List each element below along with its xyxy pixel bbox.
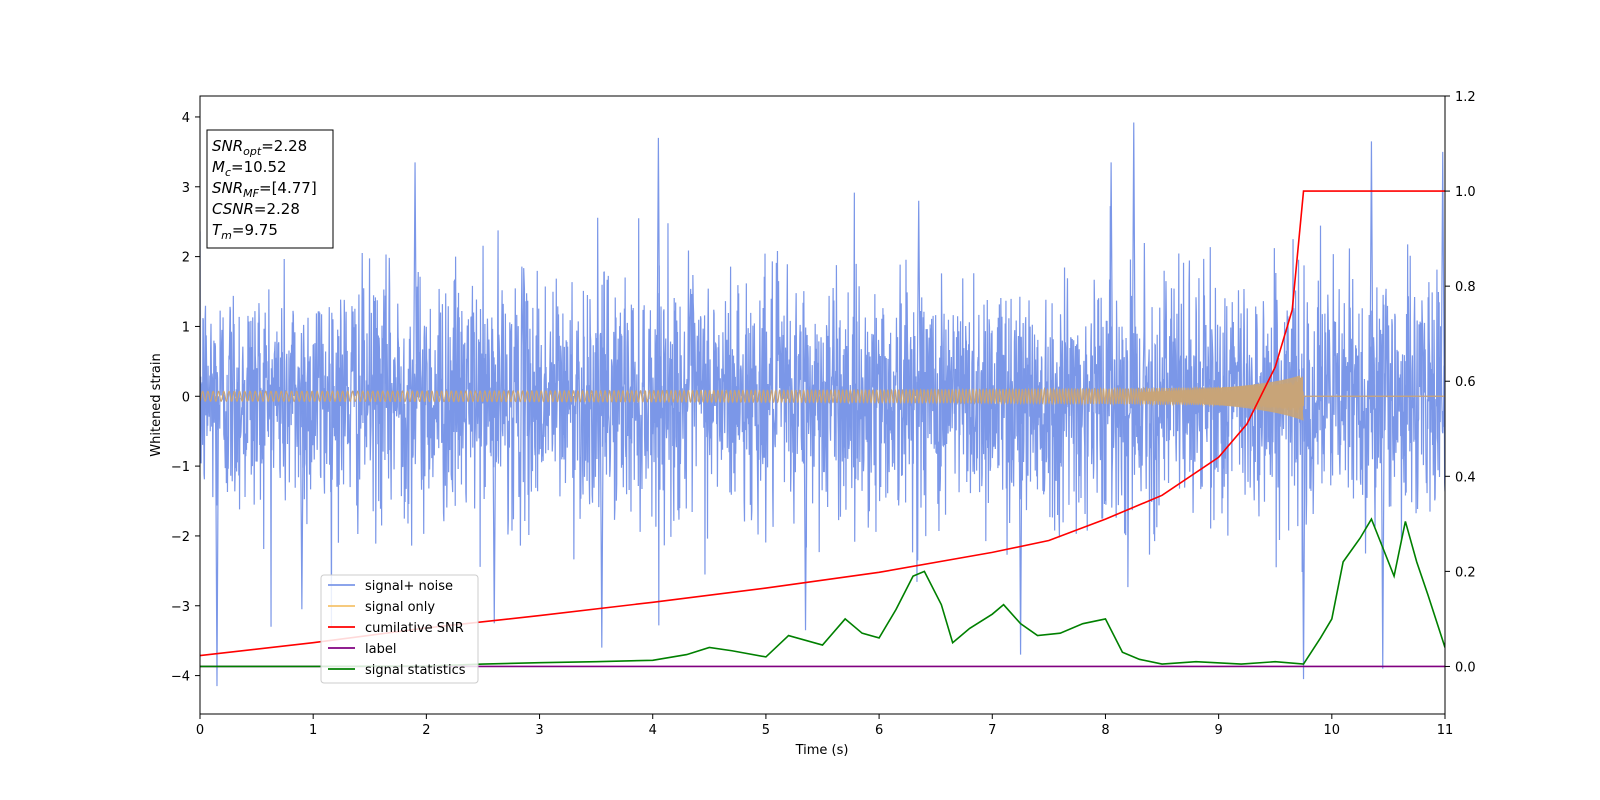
- x-tick-label: 7: [988, 723, 996, 738]
- y-tick-label: 3: [182, 181, 190, 196]
- noise-spike-12: [1369, 141, 1374, 397]
- noise-spike-5: [656, 137, 661, 397]
- x-tick-label: 4: [649, 723, 657, 738]
- legend-entry-label: cumilative SNR: [365, 621, 464, 636]
- y2-tick-label: 0.6: [1455, 375, 1476, 390]
- noise-spike-3: [492, 396, 497, 624]
- series-signal-statistics-line: [200, 517, 1445, 668]
- annotation-line-4: Tm=9.75: [212, 221, 278, 242]
- series-signal-noise-line: [200, 192, 1445, 627]
- axes-frame: [199, 95, 1446, 715]
- stats-annotation-box: SNRopt=2.28Mc=10.52SNRMF=[4.77]CSNR=2.28…: [206, 129, 334, 249]
- noise-spike-14: [1440, 151, 1445, 397]
- y2-tick-label: 1.0: [1455, 185, 1476, 200]
- x-tick-label: 11: [1437, 723, 1454, 738]
- y2-tick-label: 0.0: [1455, 660, 1476, 675]
- x-tick-label: 0: [196, 723, 204, 738]
- x-tick-label: 9: [1214, 723, 1222, 738]
- noise-spike-6: [803, 396, 808, 631]
- annotation-line-0: SNRopt=2.28: [212, 137, 307, 158]
- series-cumulative-snr-line: [200, 190, 1445, 657]
- annotation-frame: [206, 129, 334, 249]
- annotation-line-2: SNRMF=[4.77]: [212, 179, 317, 200]
- x-tick-label: 3: [535, 723, 543, 738]
- axis-ticks: 0 1 2 3 4 5 6 7 8 9 10 1143210−1−2−3−41.21.00.80.60…: [171, 90, 1476, 738]
- y-axis-label: Whitened strain: [149, 353, 164, 456]
- y2-tick-label: 0.4: [1455, 470, 1476, 485]
- legend-entry-label: signal only: [365, 600, 435, 615]
- legend-entry-label: signal statistics: [365, 663, 466, 678]
- legend-frame: [320, 574, 479, 684]
- y-tick-label: 0: [182, 390, 190, 405]
- x-tick-label: 10: [1324, 723, 1341, 738]
- legend: signal+ noise signal only cumilative SNR la…: [320, 574, 479, 684]
- noise-spike-10: [1131, 122, 1136, 397]
- noise-spike-7: [916, 200, 921, 397]
- y-tick-label: 1: [182, 320, 190, 335]
- y-tick-label: 4: [182, 111, 190, 126]
- noise-spike-8: [1018, 396, 1023, 655]
- y-tick-label: 2: [182, 251, 190, 266]
- noise-spike-1: [299, 396, 304, 610]
- noise-spike-9: [1109, 162, 1114, 397]
- noise-spike-2: [412, 162, 418, 397]
- y-tick-label: −4: [171, 670, 190, 685]
- noise-spike-13: [1380, 396, 1385, 669]
- y2-tick-label: 0.8: [1455, 280, 1476, 295]
- x-tick-label: 5: [762, 723, 770, 738]
- y2-tick-label: 0.2: [1455, 565, 1476, 580]
- annotation-line-3: CSNR=2.28: [212, 200, 300, 218]
- x-axis-label: Time (s): [795, 743, 849, 758]
- x-tick-label: 2: [422, 723, 430, 738]
- x-tick-label: 8: [1101, 723, 1109, 738]
- y-tick-label: −2: [171, 530, 190, 545]
- annotation-line-1: Mc=10.52: [212, 158, 287, 179]
- x-tick-label: 6: [875, 723, 883, 738]
- legend-entry-label: signal+ noise: [365, 579, 453, 594]
- noise-spike-4: [599, 396, 604, 648]
- series-signal-only-line: [200, 376, 1445, 416]
- x-tick-label: 1: [309, 723, 317, 738]
- y-tick-label: −3: [171, 600, 190, 615]
- y2-tick-label: 1.2: [1455, 90, 1476, 105]
- y-tick-label: −1: [171, 460, 190, 475]
- legend-entry-label: label: [365, 642, 396, 657]
